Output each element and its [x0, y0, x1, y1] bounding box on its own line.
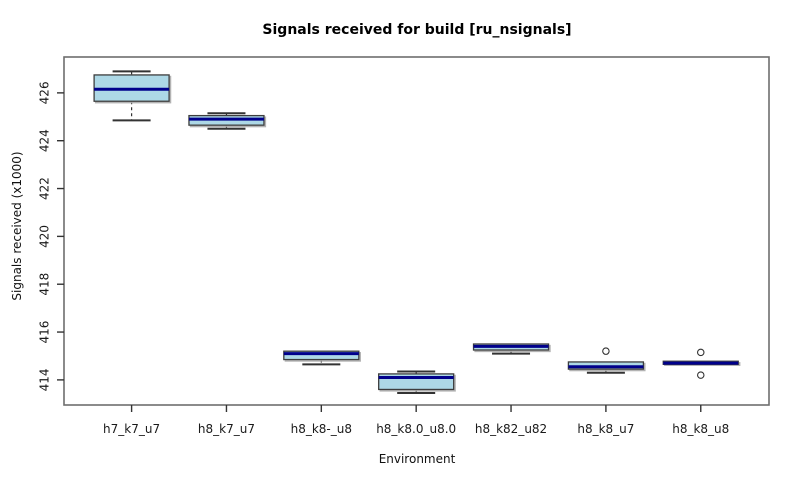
outlier-point	[602, 347, 610, 355]
y-tick-label: 418	[38, 273, 52, 296]
x-tick-label: h8_k82_u82	[475, 422, 547, 436]
x-tick-label: h7_k7_u7	[103, 422, 160, 436]
y-tick-label: 422	[38, 177, 52, 200]
boxplot-h8_k8_u7	[567, 347, 645, 374]
x-axis-title: Environment	[378, 452, 456, 466]
outlier-point	[697, 348, 705, 357]
outlier-point	[697, 371, 705, 379]
y-tick-label: 416	[38, 321, 52, 344]
x-tick-label: h8_k8-_u8	[291, 422, 352, 436]
plot-frame	[63, 56, 770, 406]
boxplot-h7_k7_u7	[93, 70, 170, 122]
boxplot-h8_k8.0_u8.0	[378, 370, 455, 395]
y-tick-label: 420	[38, 225, 52, 248]
boxplot-h8_k7_u7	[188, 112, 265, 130]
y-tick-label: 424	[38, 129, 52, 152]
x-tick-label: h8_k8.0_u8.0	[376, 422, 456, 436]
boxplot-h8_k8-_u8	[283, 350, 360, 366]
y-tick-label: 426	[38, 81, 52, 104]
y-tick-label: 414	[38, 368, 52, 391]
boxplot-h8_k82_u82	[472, 343, 550, 355]
boxplot-h8_k8_u8	[662, 348, 739, 379]
x-tick-label: h8_k8_u8	[672, 422, 729, 436]
chart-title: Signals received for build [ru_nsignals]	[262, 22, 572, 38]
box-iqr	[283, 350, 360, 361]
x-tick-label: h8_k7_u7	[198, 422, 255, 436]
x-tick-label: h8_k8_u7	[577, 422, 634, 436]
